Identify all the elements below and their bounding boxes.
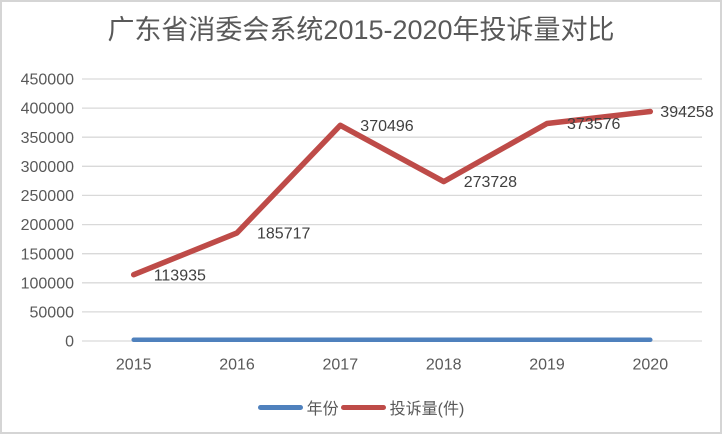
x-axis-tick-label-2018: 2018 (426, 357, 462, 374)
legend-item-complaints: 投诉量(件) (340, 395, 465, 419)
x-axis-tick-label-2015: 2015 (116, 357, 152, 374)
legend-label-year: 年份 (306, 401, 339, 418)
legend: 年份 投诉量(件) (2, 395, 720, 419)
data-label-2015: 113935 (154, 267, 206, 284)
x-axis-tick-label-2020: 2020 (633, 357, 669, 374)
y-axis-tick-label-150000: 150000 (21, 246, 74, 263)
y-axis-tick-label-300000: 300000 (21, 159, 74, 176)
y-axis-tick-label-400000: 400000 (21, 101, 74, 118)
year-series-swatch (257, 404, 303, 410)
data-label-2019: 373576 (567, 116, 620, 133)
legend-item-year: 年份 (257, 395, 339, 419)
complaints-series-swatch (340, 404, 386, 410)
data-label-2016: 185717 (257, 226, 310, 243)
data-label-2018: 273728 (464, 174, 517, 191)
y-axis-tick-label-450000: 450000 (21, 72, 74, 89)
chart-title: 广东省消委会系统2015-2020年投诉量对比 (107, 15, 615, 45)
x-axis-tick-label-2016: 2016 (219, 357, 255, 374)
y-axis-tick-label-350000: 350000 (21, 130, 74, 147)
y-axis-tick-label-0: 0 (65, 334, 74, 351)
data-label-2017: 370496 (360, 118, 413, 135)
x-axis-tick-label-2017: 2017 (323, 357, 359, 374)
x-axis-tick-label-2019: 2019 (529, 357, 565, 374)
legend-label-complaints: 投诉量(件) (389, 401, 465, 418)
y-axis-tick-label-250000: 250000 (21, 188, 74, 205)
y-axis-tick-label-100000: 100000 (21, 275, 74, 292)
y-axis-tick-label-200000: 200000 (21, 217, 74, 234)
y-axis-tick-label-50000: 50000 (30, 305, 75, 322)
series-line-complaints (130, 108, 654, 278)
data-label-2020: 394258 (660, 104, 713, 121)
